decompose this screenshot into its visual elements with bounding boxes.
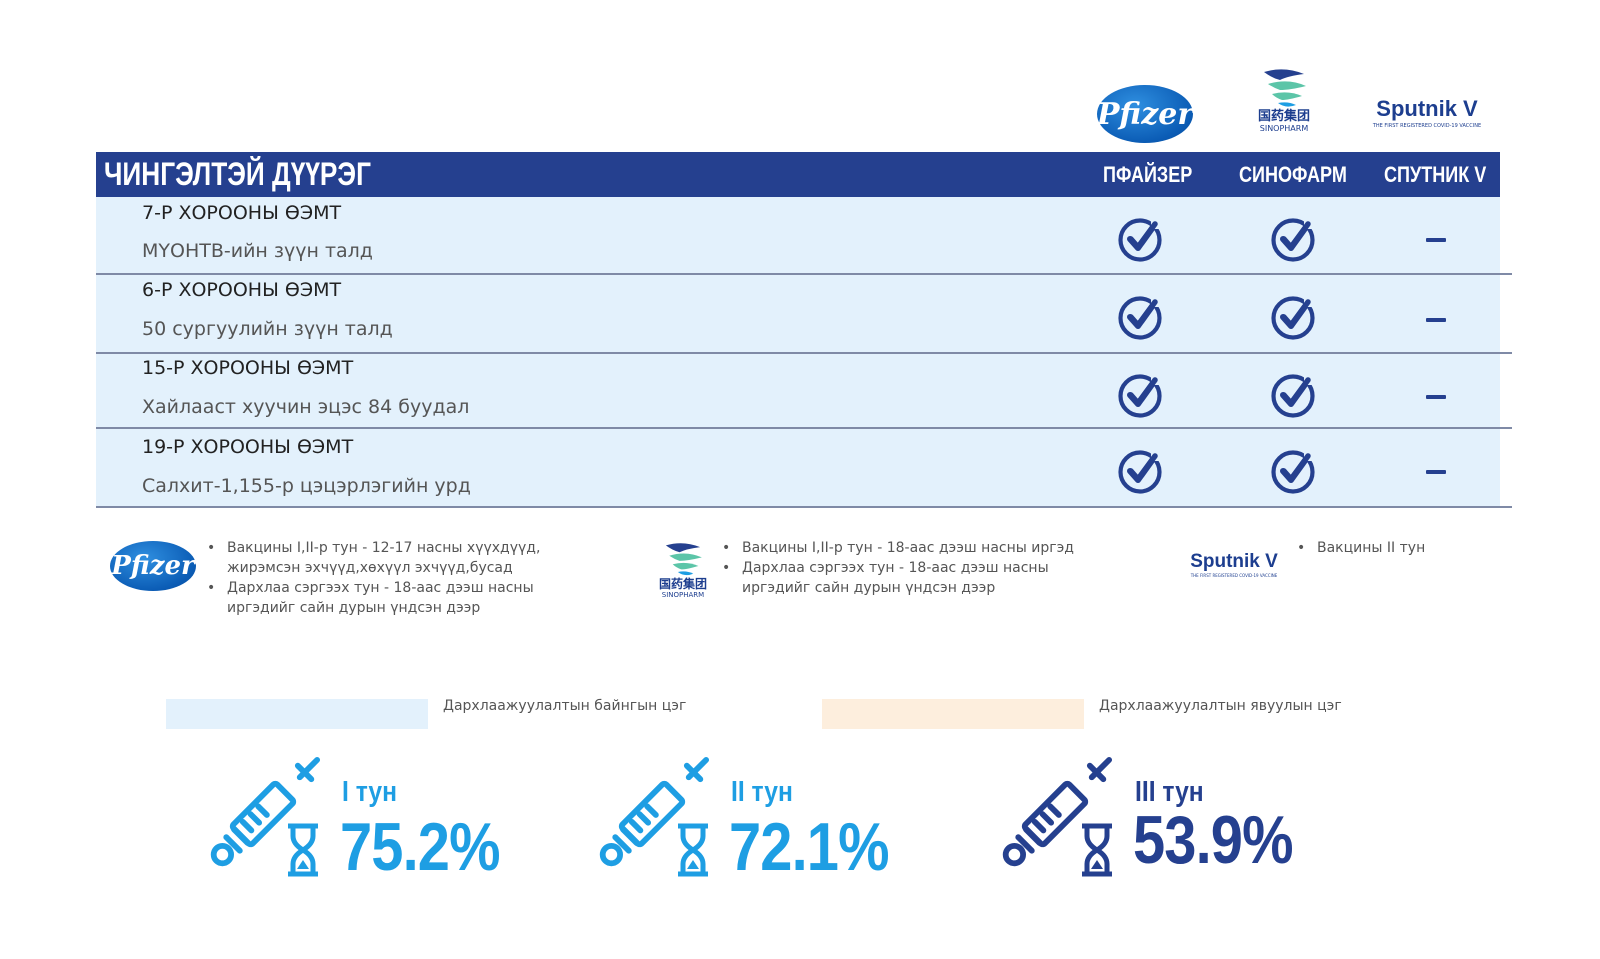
check-icon: [1270, 449, 1316, 495]
sputnik-notes: Вакцины II тун: [1295, 538, 1495, 558]
dose-label: II тун: [731, 776, 793, 808]
pfizer-logo-text: Pfizer: [1096, 96, 1194, 132]
sinopharm-note-logo: 国药集团 SINOPHARM: [650, 542, 716, 599]
pfizer-logo: Pfizer: [1097, 85, 1193, 143]
dash-icon: [1426, 318, 1446, 322]
row-divider: [96, 273, 1512, 275]
row-location: 50 сургуулийн зүүн талд: [142, 318, 393, 340]
note-item: Вакцины I,II-р тун - 18-аас дээш насны и…: [720, 538, 1100, 558]
dose-percent: 72.1%: [729, 809, 889, 885]
legend-label-permanent: Дархлаажуулалтын байнгын цэг: [443, 698, 687, 714]
check-icon: [1270, 217, 1316, 263]
sputnik-logo: Sputnik V THE FIRST REGISTERED COVID-19 …: [1372, 96, 1482, 130]
sputnik-logo-tagline: THE FIRST REGISTERED COVID-19 VACCINE: [1372, 123, 1482, 129]
column-sputnik: СПУТНИК V: [1384, 162, 1487, 187]
row-location: Салхит-1,155-р цэцэрлэгийн урд: [142, 475, 471, 497]
sinopharm-note-logo-cn: 国药集团: [658, 577, 707, 591]
dash-icon: [1426, 238, 1446, 242]
dose-percent: 53.9%: [1133, 802, 1293, 878]
table-row: [96, 275, 1500, 352]
note-item: Вакцины I,II-р тун - 12-17 насны хүүхдүү…: [205, 538, 555, 578]
check-icon: [1270, 373, 1316, 419]
sinopharm-note-logo-en: SINOPHARM: [661, 591, 705, 599]
hourglass-icon: [1080, 822, 1114, 878]
row-title: 19-Р ХОРООНЫ ӨЭМТ: [142, 436, 354, 458]
dash-icon: [1426, 470, 1446, 474]
column-sinopharm: СИНОФАРМ: [1239, 162, 1347, 187]
legend-label-mobile: Дархлаажуулалтын явуулын цэг: [1099, 698, 1342, 714]
note-item: Вакцины II тун: [1295, 538, 1495, 558]
table-row: [96, 197, 1500, 273]
sinopharm-logo-en: SINOPHARM: [1259, 124, 1309, 133]
pfizer-note-logo-text: Pfizer: [111, 551, 195, 581]
dash-icon: [1426, 395, 1446, 399]
table-header: [96, 152, 1500, 197]
row-divider: [96, 506, 1512, 508]
dose-label: I тун: [342, 776, 397, 808]
note-item: Дархлаа сэргээх тун - 18-аас дээш насны …: [720, 558, 1100, 598]
check-icon: [1117, 217, 1163, 263]
check-icon: [1270, 295, 1316, 341]
sinopharm-logo: 国药集团 SINOPHARM: [1250, 68, 1318, 133]
dose-label: III тун: [1135, 776, 1204, 808]
sinopharm-logo-cn: 国药集团: [1257, 109, 1310, 124]
row-divider: [96, 352, 1512, 354]
table-row: [96, 429, 1500, 506]
sinopharm-mark-icon: [1264, 69, 1306, 107]
check-icon: [1117, 373, 1163, 419]
sputnik-logo-text: Sputnik V: [1376, 96, 1478, 121]
row-location: МҮОНТВ-ийн зүүн талд: [142, 240, 373, 262]
hourglass-icon: [286, 822, 320, 878]
pfizer-notes: Вакцины I,II-р тун - 12-17 насны хүүхдүү…: [205, 538, 555, 618]
legend-swatch-mobile: [822, 699, 1084, 729]
legend-swatch-permanent: [166, 699, 428, 729]
check-icon: [1117, 449, 1163, 495]
column-pfizer: ПФАЙЗЕР: [1103, 162, 1193, 187]
sputnik-note-logo-text: Sputnik V: [1190, 551, 1278, 572]
row-title: 7-Р ХОРООНЫ ӨЭМТ: [142, 202, 342, 224]
sinopharm-note-mark-icon: [665, 543, 702, 576]
note-item: Дархлаа сэргээх тун - 18-аас дээш насны …: [205, 578, 555, 618]
district-title: ЧИНГЭЛТЭЙ ДҮҮРЭГ: [104, 156, 371, 192]
row-title: 15-Р ХОРООНЫ ӨЭМТ: [142, 357, 354, 379]
hourglass-icon: [676, 822, 710, 878]
check-icon: [1117, 295, 1163, 341]
sinopharm-notes: Вакцины I,II-р тун - 18-аас дээш насны и…: [720, 538, 1100, 598]
row-divider: [96, 427, 1512, 429]
sputnik-note-logo-tagline: THE FIRST REGISTERED COVID-19 VACCINE: [1190, 573, 1278, 578]
row-location: Хайлааст хуучин эцэс 84 буудал: [142, 396, 470, 418]
table-row: [96, 354, 1500, 428]
pfizer-note-logo: Pfizer: [110, 541, 196, 591]
sputnik-note-logo: Sputnik V THE FIRST REGISTERED COVID-19 …: [1186, 552, 1282, 579]
row-title: 6-Р ХОРООНЫ ӨЭМТ: [142, 279, 342, 301]
dose-percent: 75.2%: [340, 809, 500, 885]
